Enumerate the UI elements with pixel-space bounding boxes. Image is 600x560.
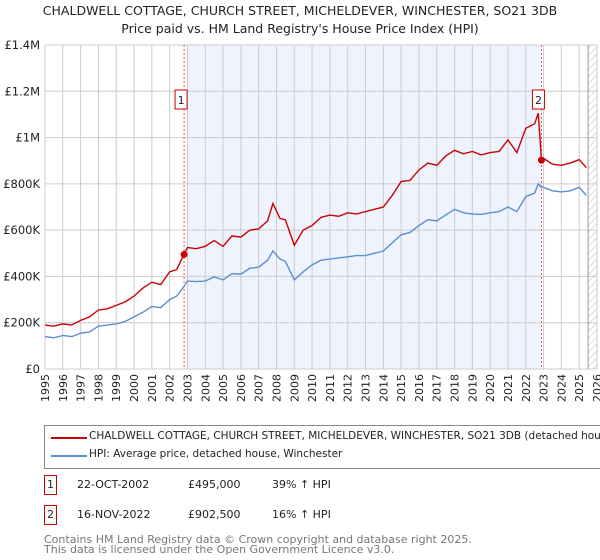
y-tick-label: £0 — [25, 362, 40, 376]
x-tick-label: 2010 — [306, 374, 319, 402]
x-tick-label: 2025 — [573, 374, 586, 402]
y-tick-label: £800K — [3, 177, 40, 191]
x-tick-label: 2024 — [555, 374, 568, 402]
chart-title: CHALDWELL COTTAGE, CHURCH STREET, MICHEL… — [42, 3, 558, 18]
x-tick-label: 2013 — [360, 374, 373, 402]
legend: CHALDWELL COTTAGE, CHURCH STREET, MICHEL… — [44, 425, 600, 469]
sale-date: 16-NOV-2022 — [77, 508, 151, 521]
forecast-hatch — [588, 45, 597, 369]
sale-hpi: 39% ↑ HPI — [272, 478, 331, 491]
sale-date: 22-OCT-2002 — [77, 478, 150, 491]
sale-label: 1 — [178, 94, 185, 107]
x-tick-label: 2004 — [199, 374, 212, 402]
legend-swatch-hpi — [51, 455, 87, 457]
x-tick-label: 2011 — [324, 374, 337, 402]
footer-licence: This data is licensed under the Open Gov… — [44, 543, 395, 556]
x-tick-label: 2012 — [342, 374, 355, 402]
y-tick-label: £600K — [3, 223, 40, 237]
chart: 1995 1996 1997 1998 1999 2000 2001 2002 2003 2004… — [3, 38, 600, 402]
x-tick-label: 2001 — [146, 374, 159, 402]
sale-marker-2: 2 — [44, 505, 57, 525]
legend-label-property: CHALDWELL COTTAGE, CHURCH STREET, MICHEL… — [89, 430, 600, 442]
sale-hpi: 16% ↑ HPI — [272, 508, 331, 521]
y-tick-label: £200K — [3, 316, 40, 330]
sale-marker-1: 1 — [44, 475, 57, 495]
x-tick-label: 1995 — [39, 374, 52, 402]
sale-point — [180, 250, 188, 258]
legend-label-hpi: HPI: Average price, detached house, Winc… — [89, 448, 343, 460]
x-tick-label: 2008 — [270, 374, 283, 402]
sale-price: £902,500 — [188, 508, 241, 521]
x-tick-label: 2014 — [377, 374, 390, 402]
hpi-line — [44, 182, 587, 339]
x-tick-label: 2005 — [217, 374, 230, 402]
x-tick-label: 2015 — [395, 374, 408, 402]
sale-price: £495,000 — [188, 478, 241, 491]
footer-copyright: Contains HM Land Registry data © Crown c… — [44, 533, 472, 546]
x-tick-label: 2019 — [466, 374, 479, 402]
x-tick-label: 2021 — [502, 374, 515, 402]
x-tick-label: 2007 — [253, 374, 266, 402]
x-tick-label: 2020 — [484, 374, 497, 402]
x-tick-label: 2026 — [591, 374, 600, 402]
x-tick-label: 2003 — [181, 374, 194, 402]
y-tick-label: £1.2M — [4, 84, 40, 98]
y-tick-label: £1.4M — [4, 38, 40, 52]
shaded-period — [187, 45, 542, 369]
price-line — [44, 113, 587, 327]
sale-point — [537, 156, 545, 164]
x-tick-label: 1996 — [57, 374, 70, 402]
x-tick-label: 2000 — [128, 374, 141, 402]
sale-label-box — [531, 89, 545, 110]
y-tick-label: £400K — [3, 269, 40, 283]
sale-label: 2 — [535, 94, 542, 107]
x-tick-label: 2006 — [235, 374, 248, 402]
x-tick-label: 1998 — [92, 374, 105, 402]
x-tick-label: 2023 — [538, 374, 551, 402]
x-tick-label: 2017 — [431, 374, 444, 402]
legend-swatch-property — [51, 437, 87, 439]
y-tick-label: £1M — [15, 131, 40, 145]
x-tick-label: 1999 — [110, 374, 123, 402]
x-tick-label: 1997 — [75, 374, 88, 402]
chart-subtitle: Price paid vs. HM Land Registry's House … — [121, 21, 479, 36]
x-tick-label: 2009 — [288, 374, 301, 402]
x-tick-label: 2022 — [520, 374, 533, 402]
sale-label-box — [174, 89, 188, 110]
x-tick-label: 2018 — [449, 374, 462, 402]
x-tick-label: 2016 — [413, 374, 426, 402]
x-tick-label: 2002 — [164, 374, 177, 402]
